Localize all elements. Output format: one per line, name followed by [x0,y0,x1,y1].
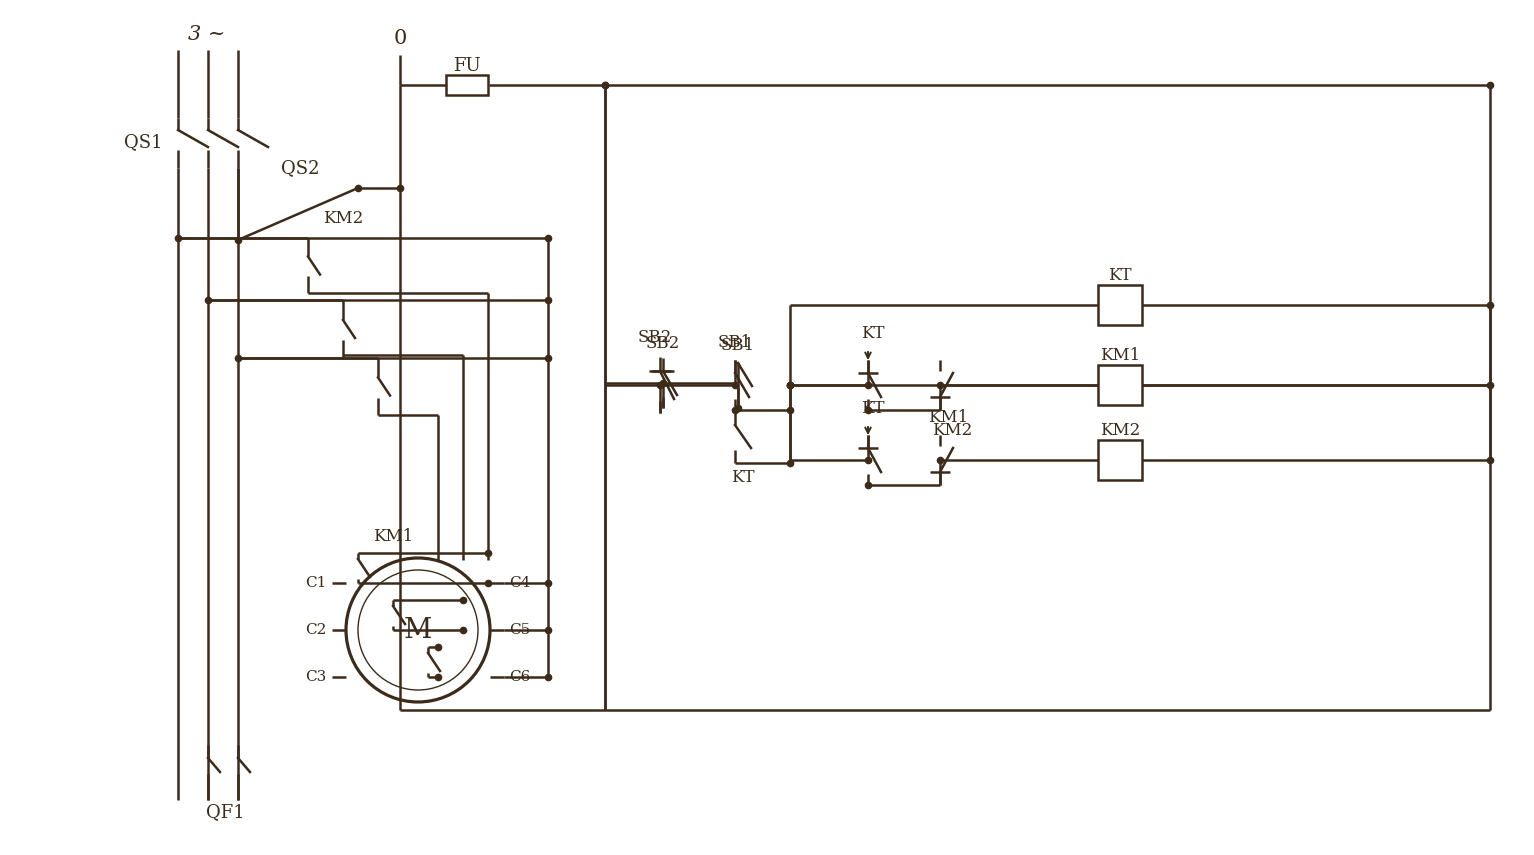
Text: SB1: SB1 [721,337,755,353]
Text: C5: C5 [509,623,531,637]
Text: M: M [403,616,433,644]
Text: QS2: QS2 [281,159,319,177]
Text: C3: C3 [305,670,327,684]
Text: KT: KT [732,469,755,486]
Bar [1098,285,1141,325]
Text: SB1: SB1 [718,333,752,351]
Text: QF1: QF1 [206,803,244,821]
Bar [1098,365,1141,405]
Bar [1098,440,1141,480]
Text: KT: KT [861,399,885,416]
Text: 3 ~: 3 ~ [189,26,225,44]
Text: C4: C4 [509,576,531,590]
Text: C2: C2 [305,623,327,637]
Text: SB2: SB2 [638,328,672,345]
Text: KM2: KM2 [1100,422,1140,439]
Text: KM2: KM2 [931,422,973,439]
Text: KM2: KM2 [322,209,364,227]
Text: KM1: KM1 [928,409,968,426]
Text: KM1: KM1 [1100,346,1140,363]
Text: C6: C6 [509,670,531,684]
Text: KT: KT [1108,267,1132,284]
Text: 0: 0 [393,28,407,48]
Text: QS1: QS1 [124,133,163,151]
Text: KT: KT [861,325,885,341]
Text: SB2: SB2 [646,334,680,351]
Bar [446,75,488,95]
Text: C1: C1 [305,576,327,590]
Text: FU: FU [453,57,480,75]
Text: KM1: KM1 [373,528,413,545]
